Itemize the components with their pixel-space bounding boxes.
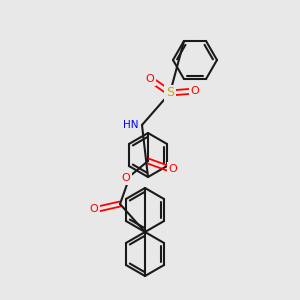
Text: O: O [190, 86, 200, 96]
Text: O: O [90, 204, 98, 214]
Text: O: O [146, 74, 154, 84]
Text: O: O [169, 164, 177, 174]
Text: S: S [166, 86, 174, 100]
Text: HN: HN [124, 120, 139, 130]
Text: O: O [122, 173, 130, 183]
